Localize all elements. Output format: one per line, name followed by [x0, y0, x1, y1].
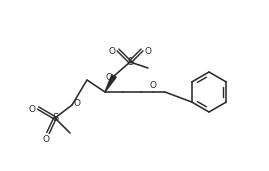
Text: S: S — [52, 113, 58, 123]
Text: O: O — [108, 47, 115, 56]
Polygon shape — [105, 75, 116, 92]
Text: O: O — [105, 73, 112, 82]
Text: O: O — [73, 98, 80, 108]
Text: O: O — [43, 135, 49, 144]
Text: O: O — [29, 104, 36, 114]
Text: O: O — [144, 47, 151, 56]
Text: S: S — [127, 57, 133, 67]
Text: O: O — [150, 81, 157, 89]
